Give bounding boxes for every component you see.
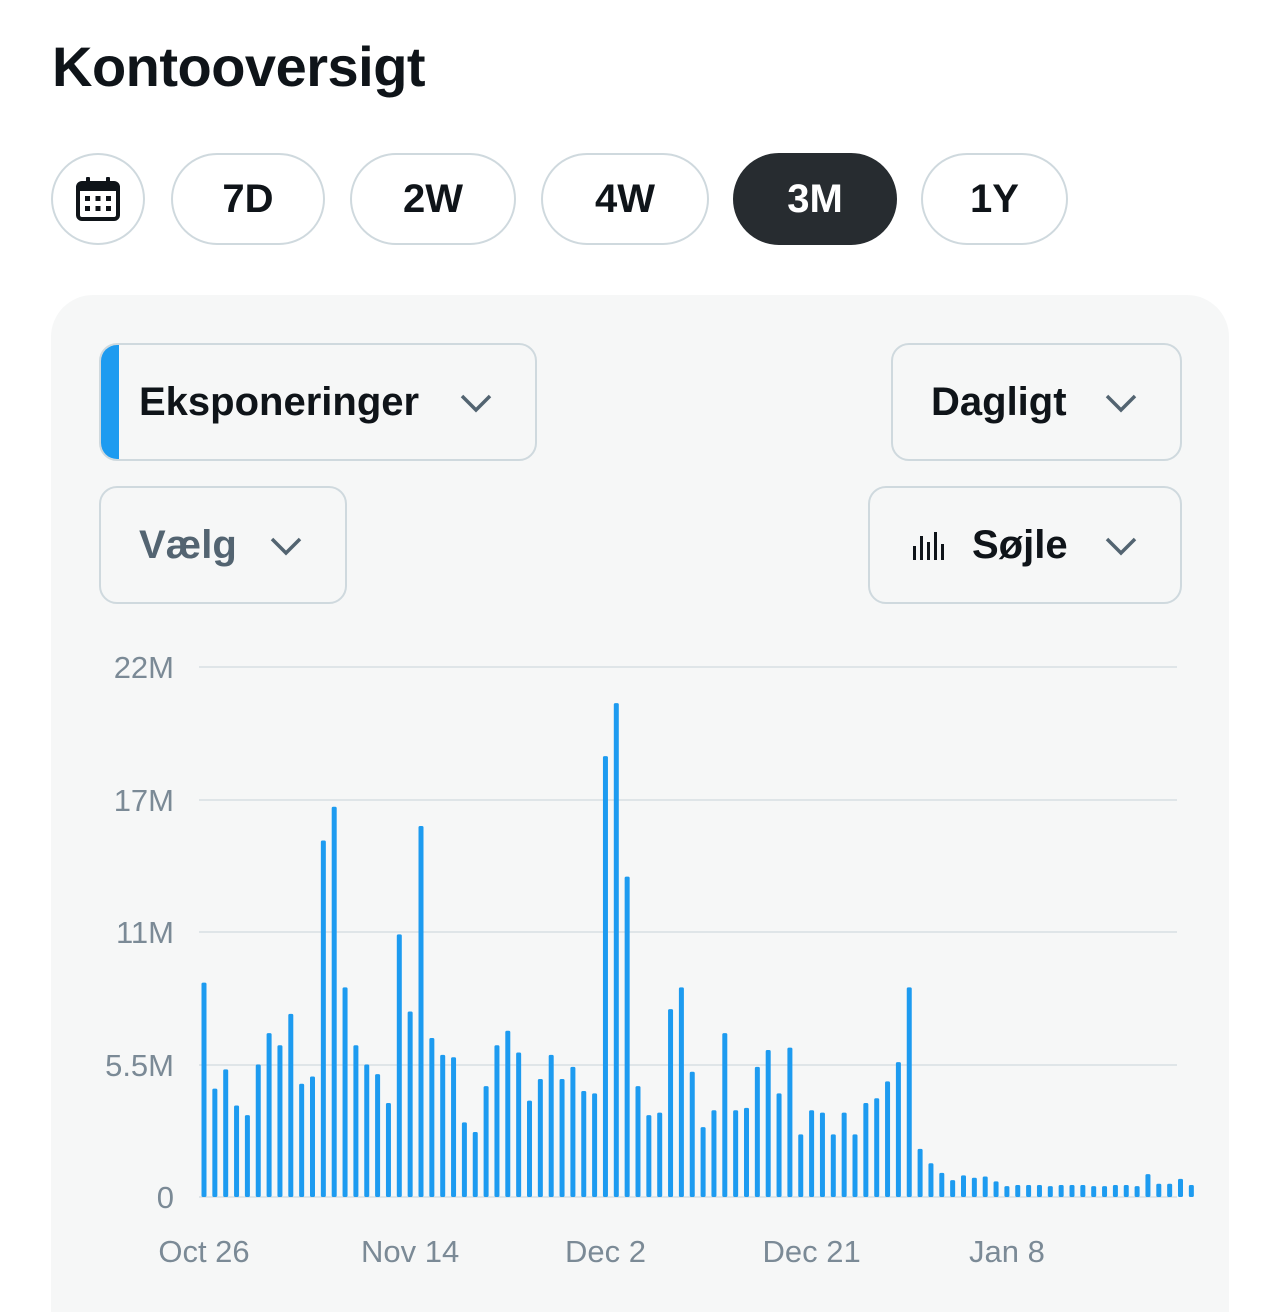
compare-dropdown-label: Vælg <box>139 522 237 567</box>
chart-card: Eksponeringer Dagligt Vælg Søjle <box>51 295 1229 1312</box>
calendar-button[interactable] <box>51 153 145 245</box>
range-2w-button[interactable]: 2W <box>350 153 516 245</box>
metric-dropdown[interactable]: Eksponeringer <box>99 343 537 461</box>
chevron-down-icon <box>1105 537 1137 556</box>
chart-type-dropdown-label: Søjle <box>972 522 1068 567</box>
chevron-down-icon <box>270 537 302 556</box>
range-1y-button[interactable]: 1Y <box>921 153 1068 245</box>
calendar-icon <box>76 177 120 221</box>
chevron-down-icon <box>460 394 492 413</box>
chart-type-dropdown[interactable]: Søjle <box>868 486 1182 604</box>
interval-dropdown-label: Dagligt <box>931 379 1067 424</box>
range-7d-button[interactable]: 7D <box>171 153 325 245</box>
compare-dropdown[interactable]: Vælg <box>99 486 347 604</box>
metric-color-indicator <box>101 345 119 459</box>
page-title: Kontooversigt <box>52 35 426 98</box>
range-3m-button[interactable]: 3M <box>733 153 897 245</box>
bar-chart-icon <box>913 532 944 560</box>
metric-dropdown-label: Eksponeringer <box>139 379 420 424</box>
chevron-down-icon <box>1105 394 1137 413</box>
range-4w-button[interactable]: 4W <box>541 153 709 245</box>
interval-dropdown[interactable]: Dagligt <box>891 343 1182 461</box>
